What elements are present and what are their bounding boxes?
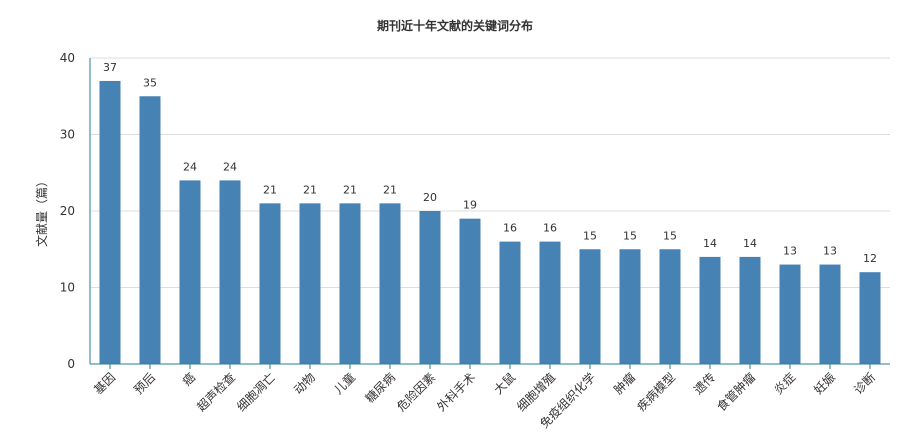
bar (619, 249, 641, 364)
bar (539, 241, 561, 364)
x-tick-label: 妊娠 (811, 370, 838, 397)
bar (779, 264, 801, 364)
bar (459, 218, 481, 364)
bar (219, 180, 241, 364)
x-tick-label: 细胞凋亡 (234, 370, 278, 414)
x-tick-label: 大鼠 (491, 370, 518, 397)
x-tick-label: 危险因素 (394, 370, 439, 415)
y-tick-label: 0 (67, 357, 75, 371)
x-tick-label: 肿瘤 (611, 370, 639, 398)
y-tick-label: 40 (60, 51, 75, 65)
bar (739, 256, 761, 364)
data-label: 14 (743, 237, 757, 250)
bar (499, 241, 521, 364)
bar (579, 249, 601, 364)
data-label: 21 (263, 183, 277, 196)
bars (99, 80, 881, 364)
data-label: 14 (703, 237, 717, 250)
data-label: 15 (583, 229, 597, 242)
bar (339, 203, 361, 364)
y-axis-label: 文献量（篇） (34, 175, 49, 247)
x-tick-label: 癌 (179, 370, 198, 389)
data-label: 24 (183, 160, 197, 173)
bar (379, 203, 401, 364)
x-tick-label: 炎症 (771, 370, 799, 398)
x-tick-label: 食管肿瘤 (714, 370, 759, 415)
data-label: 21 (343, 183, 357, 196)
bar (819, 264, 841, 364)
gridlines (90, 57, 890, 288)
data-label: 15 (623, 229, 637, 242)
x-tick-label: 糖尿病 (362, 370, 398, 406)
x-tick-label: 外科手术 (434, 370, 478, 414)
data-label: 16 (543, 222, 557, 235)
data-label: 15 (663, 229, 677, 242)
bar (419, 211, 441, 364)
bar (99, 80, 121, 364)
data-label: 16 (503, 222, 517, 235)
data-label: 19 (463, 199, 477, 212)
x-tick-label: 遗传 (691, 370, 719, 398)
x-tick-label: 诊断 (851, 370, 879, 398)
bar (659, 249, 681, 364)
x-tick-label: 动物 (291, 370, 318, 397)
y-tick-label: 30 (60, 128, 75, 142)
data-labels: 37 35 24 24 21 21 21 21 20 19 16 16 15 15 15 14 14 13 13 12 (103, 61, 877, 265)
bar (259, 203, 281, 364)
y-tick-label: 10 (60, 281, 75, 295)
data-label: 37 (103, 61, 117, 74)
data-label: 35 (143, 76, 157, 89)
bar (859, 272, 881, 364)
bar (299, 203, 321, 364)
data-label: 21 (303, 183, 317, 196)
data-label: 13 (823, 245, 837, 258)
bar (699, 256, 721, 364)
x-tick-label: 基因 (91, 370, 118, 397)
x-tick-label: 预后 (131, 370, 158, 397)
data-label: 24 (223, 160, 237, 173)
y-tick-label: 20 (60, 204, 75, 218)
x-tick-label: 疾病模型 (634, 370, 679, 415)
data-label: 20 (423, 191, 437, 204)
bar (179, 180, 201, 364)
bar (139, 96, 161, 364)
chart-title: 期刊近十年文献的关键词分布 (377, 18, 533, 33)
data-label: 21 (383, 183, 397, 196)
x-tick-label: 儿童 (331, 370, 359, 398)
data-label: 13 (783, 245, 797, 258)
x-tick-label: 超声检查 (194, 370, 239, 415)
data-label: 12 (863, 252, 877, 265)
